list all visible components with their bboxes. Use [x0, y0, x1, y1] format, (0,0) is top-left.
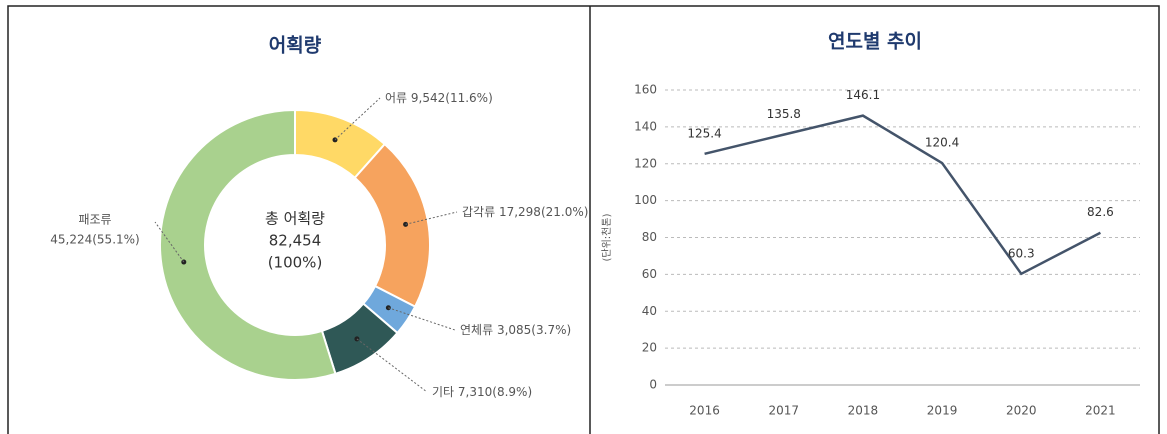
slice-name: 갑각류: [462, 205, 495, 219]
y-tick-label: 0: [649, 378, 657, 392]
donut-slice: [353, 142, 431, 309]
data-label: 135.8: [767, 107, 801, 121]
slice-label-group: 연체류 3,085(3.7%): [460, 323, 571, 337]
x-tick-label: 2018: [848, 404, 879, 418]
data-label: 146.1: [846, 88, 880, 102]
slice-label-group: 갑각류 17,298(21.0%): [462, 205, 588, 219]
donut-title: 어획량: [269, 35, 322, 57]
slice-label-group: 기타 7,310(8.9%): [432, 385, 532, 399]
slice-label-group: 어류 9,542(11.6%): [385, 91, 493, 105]
slice-name: 어류: [385, 91, 407, 105]
y-tick-label: 100: [634, 193, 657, 207]
data-label: 82.6: [1087, 205, 1114, 219]
y-tick-label: 80: [642, 230, 657, 244]
slice-label: 45,224(55.1%): [50, 233, 139, 247]
center-text: 총 어획량: [265, 210, 325, 228]
line-title: 연도별 추이: [828, 31, 922, 53]
x-tick-label: 2021: [1085, 404, 1116, 418]
data-label: 125.4: [687, 126, 721, 140]
slice-label: 9,542(11.6%): [411, 91, 493, 105]
frame: [7, 5, 1160, 434]
leader-line: [356, 338, 428, 393]
y-tick-label: 40: [642, 304, 657, 318]
y-tick-label: 140: [634, 119, 657, 133]
slice-label: 7,310(8.9%): [458, 385, 532, 399]
x-tick-label: 2017: [768, 404, 799, 418]
leader-line: [154, 221, 185, 263]
x-tick-label: 2016: [689, 404, 720, 418]
data-label: 120.4: [925, 136, 959, 150]
x-tick-label: 2019: [927, 404, 958, 418]
slice-name: 기타: [432, 385, 454, 399]
donut-slice: [159, 108, 337, 381]
x-tick-label: 2020: [1006, 404, 1037, 418]
leader-line: [405, 211, 458, 225]
y-tick-label: 20: [642, 341, 657, 355]
data-label: 60.3: [1008, 246, 1035, 260]
y-tick-label: 120: [634, 156, 657, 170]
center-text: (100%): [268, 254, 323, 272]
slice-label: 17,298(21.0%): [499, 205, 588, 219]
slice-name: 패조류: [78, 213, 111, 227]
y-tick-label: 60: [642, 267, 657, 281]
center-text: 82,454: [269, 232, 322, 250]
line-series: [704, 114, 1101, 276]
y-axis-label: (단위:천톤): [600, 213, 613, 261]
slice-label: 3,085(3.7%): [497, 323, 571, 337]
y-tick-label: 160: [634, 83, 657, 97]
slice-name: 연체류: [460, 323, 493, 337]
